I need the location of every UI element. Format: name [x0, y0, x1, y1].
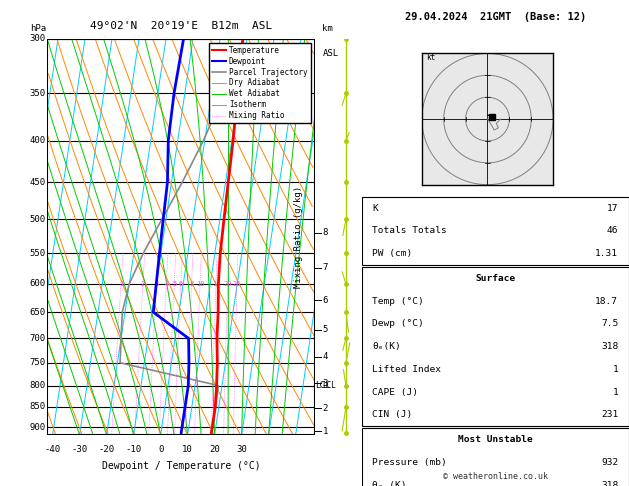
- Text: 2: 2: [323, 404, 328, 413]
- Text: 25: 25: [233, 281, 241, 287]
- Text: hPa: hPa: [30, 24, 46, 33]
- Text: 750: 750: [30, 358, 46, 367]
- Text: 1: 1: [119, 281, 123, 287]
- Text: Totals Totals: Totals Totals: [372, 226, 447, 235]
- Text: Mixing Ratio (g/kg): Mixing Ratio (g/kg): [294, 186, 303, 288]
- Bar: [362, 197, 629, 265]
- Bar: [362, 267, 629, 426]
- Text: -10: -10: [126, 445, 142, 454]
- Text: 700: 700: [30, 334, 46, 343]
- Text: 8: 8: [323, 228, 328, 237]
- Text: 318: 318: [601, 342, 618, 351]
- Text: 400: 400: [30, 136, 46, 145]
- Text: 3: 3: [154, 281, 159, 287]
- Text: 300: 300: [30, 35, 46, 43]
- Text: 350: 350: [30, 89, 46, 98]
- Text: 49°02'N  20°19'E  B12m  ASL: 49°02'N 20°19'E B12m ASL: [90, 21, 272, 31]
- Text: 3: 3: [323, 379, 328, 388]
- Text: 231: 231: [601, 410, 618, 419]
- Bar: [47, 39, 314, 435]
- Text: 29.04.2024  21GMT  (Base: 12): 29.04.2024 21GMT (Base: 12): [404, 12, 586, 22]
- Text: 500: 500: [30, 215, 46, 224]
- Text: © weatheronline.co.uk: © weatheronline.co.uk: [443, 472, 548, 481]
- Text: 2: 2: [141, 281, 145, 287]
- Text: LCL: LCL: [323, 381, 337, 390]
- Text: 15: 15: [212, 281, 220, 287]
- Text: 850: 850: [30, 402, 46, 412]
- Text: 600: 600: [30, 279, 46, 288]
- Text: 30: 30: [237, 445, 247, 454]
- Text: 4: 4: [164, 281, 169, 287]
- Text: -20: -20: [99, 445, 114, 454]
- Text: θₑ (K): θₑ (K): [372, 481, 407, 486]
- Text: Dewpoint / Temperature (°C): Dewpoint / Temperature (°C): [101, 461, 260, 471]
- Text: -40: -40: [45, 445, 60, 454]
- Text: 20: 20: [209, 445, 220, 454]
- Legend: Temperature, Dewpoint, Parcel Trajectory, Dry Adiabat, Wet Adiabat, Isotherm, Mi: Temperature, Dewpoint, Parcel Trajectory…: [209, 43, 311, 123]
- Text: km: km: [323, 24, 333, 33]
- Text: Dewp (°C): Dewp (°C): [372, 319, 424, 329]
- Text: 800: 800: [30, 381, 46, 390]
- Text: CAPE (J): CAPE (J): [372, 387, 418, 397]
- Text: Surface: Surface: [476, 274, 515, 283]
- Text: 17: 17: [607, 204, 618, 213]
- Text: 10: 10: [182, 445, 193, 454]
- Text: Lifted Index: Lifted Index: [372, 365, 442, 374]
- Text: 0: 0: [158, 445, 164, 454]
- Text: LCL: LCL: [315, 381, 330, 390]
- Text: ASL: ASL: [323, 49, 338, 58]
- Text: 5: 5: [172, 281, 176, 287]
- Text: 1: 1: [613, 365, 618, 374]
- Text: Pressure (mb): Pressure (mb): [372, 458, 447, 467]
- Text: 46: 46: [607, 226, 618, 235]
- Text: Most Unstable: Most Unstable: [458, 435, 533, 444]
- Text: 6: 6: [323, 295, 328, 305]
- Text: 4: 4: [323, 352, 328, 361]
- Text: 10: 10: [196, 281, 204, 287]
- Text: 8: 8: [189, 281, 194, 287]
- Text: PW (cm): PW (cm): [372, 249, 413, 258]
- Text: -30: -30: [72, 445, 87, 454]
- Text: 7.5: 7.5: [601, 319, 618, 329]
- Text: 900: 900: [30, 423, 46, 432]
- Text: 932: 932: [601, 458, 618, 467]
- Text: 650: 650: [30, 308, 46, 317]
- Text: CIN (J): CIN (J): [372, 410, 413, 419]
- Text: 550: 550: [30, 249, 46, 258]
- Text: 6: 6: [179, 281, 183, 287]
- Text: Temp (°C): Temp (°C): [372, 297, 424, 306]
- Text: θₑ(K): θₑ(K): [372, 342, 401, 351]
- Text: 7: 7: [323, 263, 328, 272]
- Text: kt: kt: [426, 53, 435, 62]
- Text: 450: 450: [30, 178, 46, 187]
- Text: 18.7: 18.7: [595, 297, 618, 306]
- Text: 1.31: 1.31: [595, 249, 618, 258]
- Text: 1: 1: [613, 387, 618, 397]
- Text: 20: 20: [223, 281, 232, 287]
- Text: K: K: [372, 204, 378, 213]
- Text: 318: 318: [601, 481, 618, 486]
- Bar: [362, 429, 629, 486]
- Text: 5: 5: [323, 325, 328, 334]
- Text: 1: 1: [323, 427, 328, 435]
